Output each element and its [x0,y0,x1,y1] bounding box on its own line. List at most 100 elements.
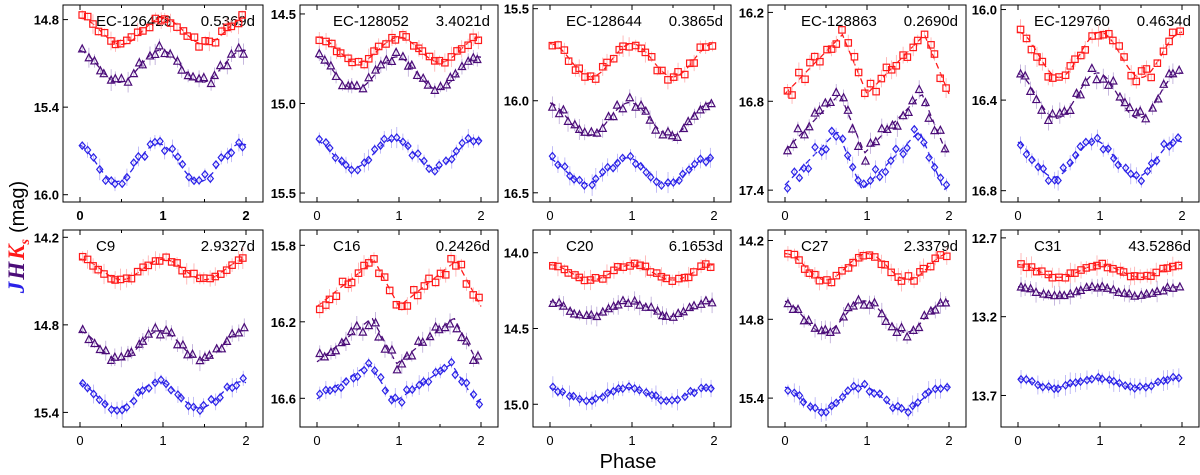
point-K [899,51,907,59]
point-H [123,76,133,86]
point-H [456,332,467,342]
point-H [1108,284,1118,294]
point-H [364,320,374,330]
point-J [876,389,884,399]
model-curve-H [549,300,715,318]
point-H [673,308,683,318]
star-period: 2.3379d [904,238,958,255]
point-J [89,389,98,399]
point-H [1115,91,1125,101]
panel-c27: 14.2 14.8 15.4 0 1 2 C27 2.3379d [739,229,967,448]
star-name: EC-128863 [801,13,877,30]
point-J [435,160,443,170]
model-curve-K [1017,31,1183,79]
model-curve-J [784,131,950,191]
point-K [548,41,557,50]
point-K [685,59,694,68]
point-H [645,114,655,124]
point-H [1038,288,1049,298]
point-H [434,324,444,334]
point-K [238,11,246,19]
y-tick-label: 14.5 [271,7,296,22]
point-H [188,71,198,81]
point-K [398,302,406,311]
point-J [804,164,813,174]
point-K [690,59,698,67]
point-H [1047,108,1058,118]
point-H [565,306,575,315]
point-H [461,335,472,345]
x-tick-label: 2 [242,208,249,223]
point-J [924,387,933,397]
point-J [1114,160,1123,170]
point-H [859,299,869,309]
point-K [641,48,650,57]
point-J [1121,381,1130,391]
model-curve-J [1017,140,1183,178]
point-J [685,165,693,175]
point-J [123,172,131,182]
x-tick-label: 1 [395,433,402,448]
point-K [1130,272,1139,280]
point-J [107,405,116,415]
point-J [652,391,660,401]
point-J [474,136,483,146]
point-K [675,274,683,283]
point-J [806,402,815,412]
point-K [374,42,383,51]
point-H [150,322,160,332]
point-J [925,153,933,163]
point-H [199,72,209,82]
point-H [831,324,841,334]
star-period: 2.9327d [201,238,255,255]
y-tick-label: 16.4 [972,93,998,108]
point-J [790,167,799,177]
point-H [804,121,814,131]
point-K [227,22,236,31]
point-H [613,299,623,309]
point-K [385,286,394,295]
point-J [875,172,884,182]
point-K [603,270,611,279]
point-K [1027,45,1036,54]
point-J [554,160,562,170]
point-J [440,363,449,373]
point-J [832,398,841,408]
point-K [897,277,906,285]
point-K [1119,268,1128,276]
point-J [859,179,868,189]
point-J [582,396,591,406]
point-H [358,326,368,336]
point-K [1132,77,1141,86]
point-J [1034,380,1042,390]
x-tick-label: 2 [477,208,484,223]
panels: 14.815.416.00 1 2EC-126428 0.5369d 14.515.01… [34,2,1200,448]
point-J [189,402,198,412]
point-H [78,324,88,334]
point-H [177,64,187,74]
point-H [473,350,483,360]
point-H [618,295,628,305]
point-H [782,145,793,155]
point-H [548,298,558,308]
point-K [795,256,803,264]
point-H [95,65,105,75]
star-name: C31 [1034,238,1062,255]
point-H [412,70,422,80]
point-K [1159,47,1168,56]
panel-ec-128052: 14.5 15.0 15.5 0 1 2 EC-128052 3.4021d [271,4,499,223]
point-H [820,324,830,334]
point-J [904,407,912,417]
panel-ec-128863: 16.2 16.8 17.4 0 1 2 EC-128863 0.2690d [739,4,967,223]
point-H [1087,281,1097,291]
point-H [683,116,693,126]
point-J [1034,162,1042,172]
point-H [1162,282,1173,292]
star-period: 0.2426d [436,238,490,255]
point-K [107,274,115,283]
point-J [447,357,456,367]
point-K [811,270,819,279]
point-H [563,116,573,126]
point-J [1017,374,1025,384]
